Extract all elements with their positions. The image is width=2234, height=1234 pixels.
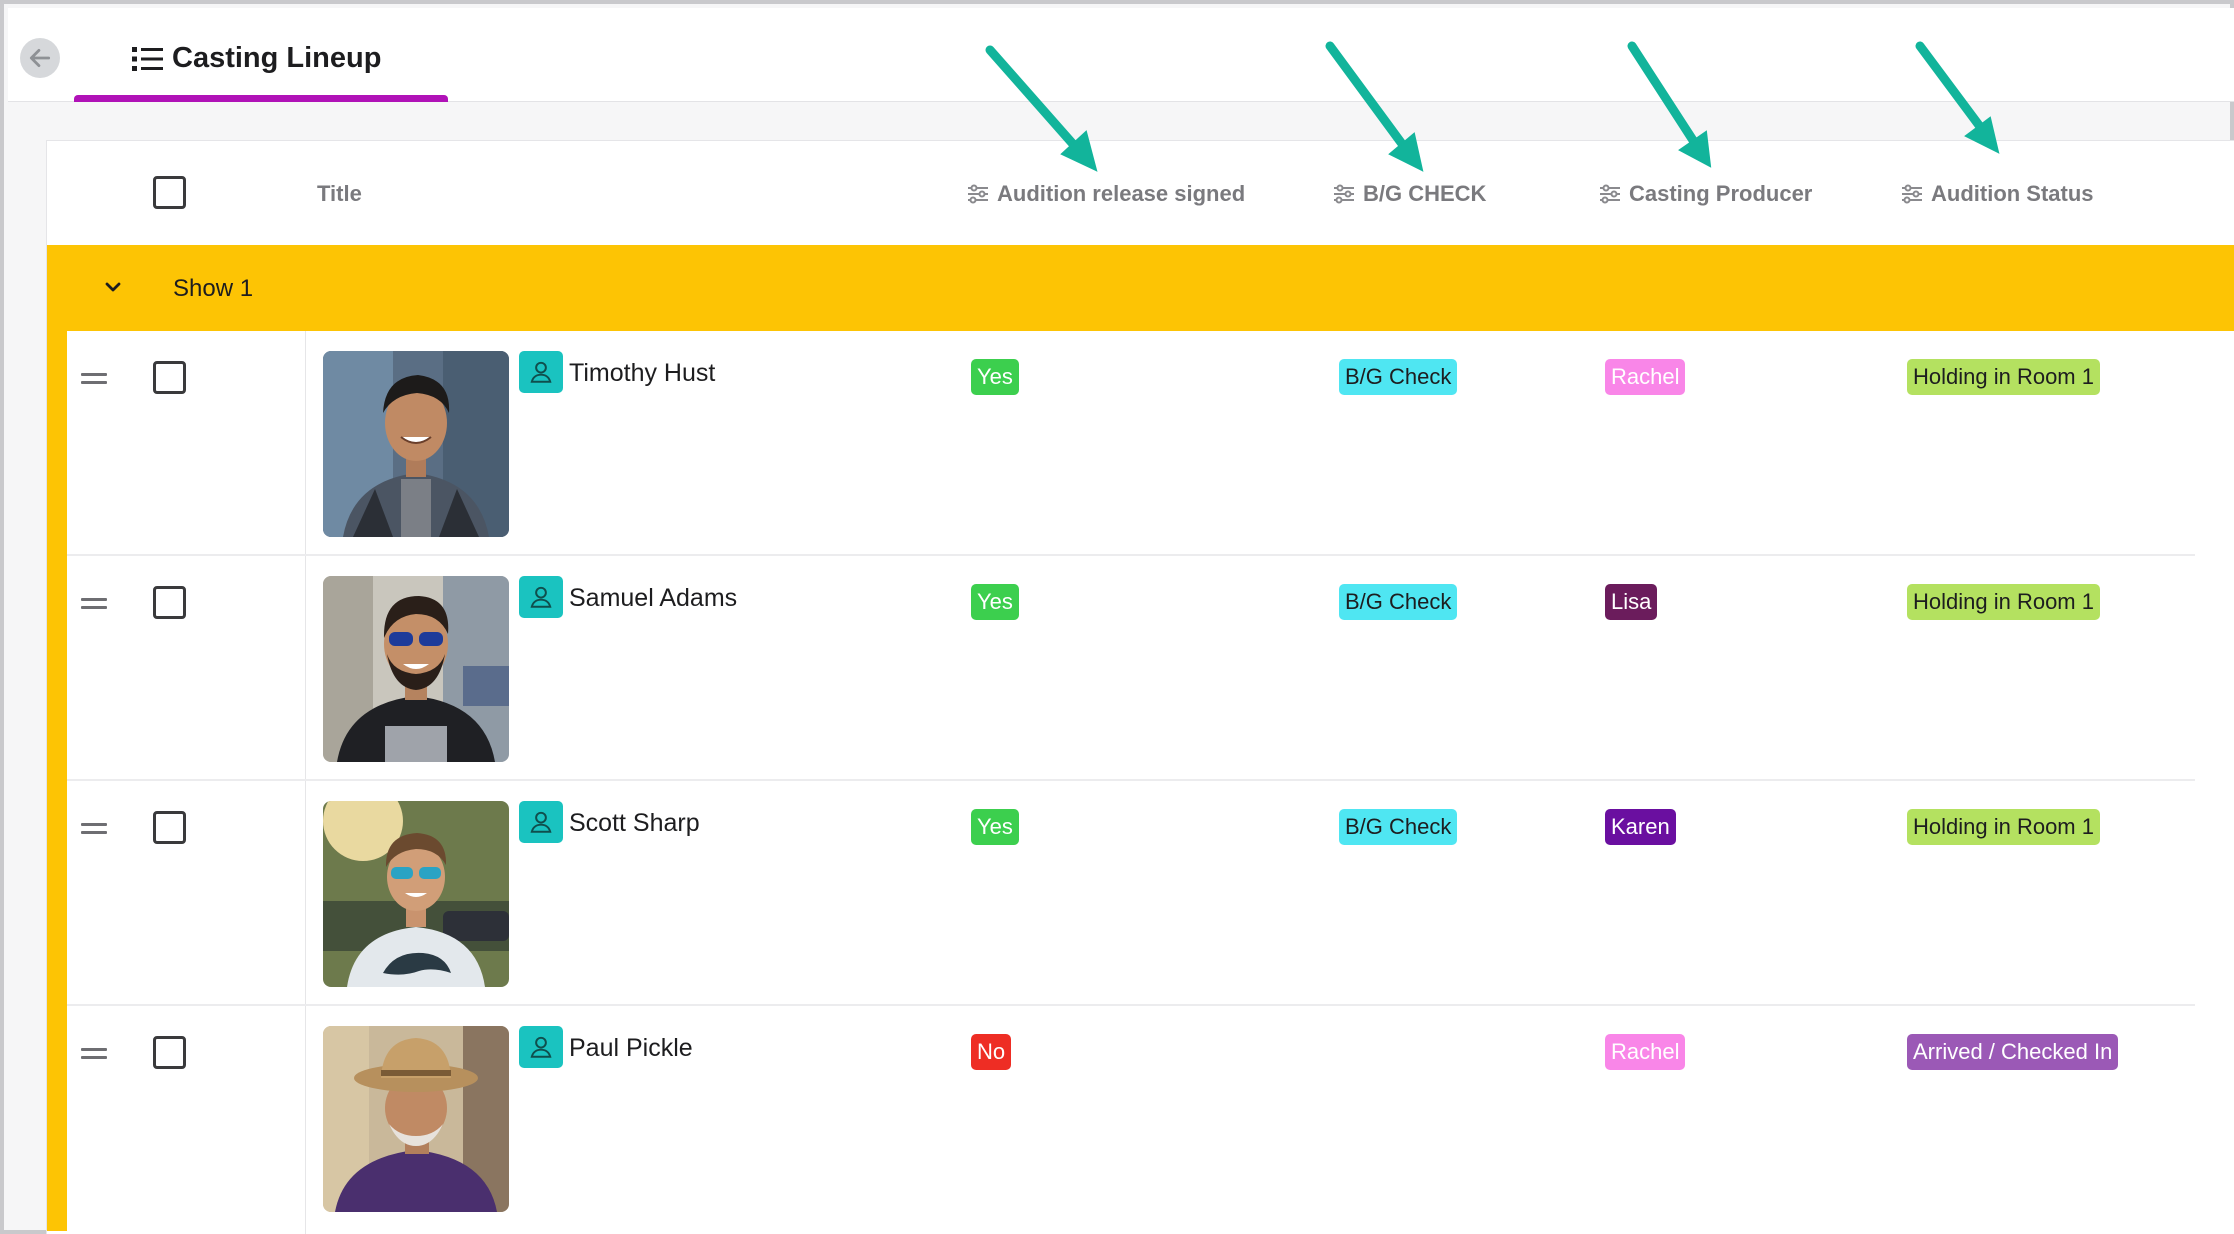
contact-name[interactable]: Scott Sharp: [569, 809, 700, 837]
bg-check-tag[interactable]: B/G Check: [1339, 584, 1458, 620]
tab-casting-lineup[interactable]: Casting Lineup: [74, 8, 448, 102]
drag-handle-icon[interactable]: [81, 598, 107, 610]
row-checkbox[interactable]: [153, 1036, 186, 1069]
drag-handle-icon[interactable]: [81, 823, 107, 835]
release-tag[interactable]: Yes: [971, 359, 1019, 395]
column-header-audition-status[interactable]: Audition Status: [1901, 181, 2094, 207]
table-row[interactable]: Scott Sharp Yes B/G Check Karen Holding …: [47, 781, 2234, 1006]
contact-name[interactable]: Paul Pickle: [569, 1034, 693, 1062]
headshot-photo[interactable]: [323, 801, 509, 987]
status-tag[interactable]: Holding in Room 1: [1907, 359, 2100, 395]
sliders-icon: [968, 184, 988, 204]
column-divider: [305, 141, 306, 1234]
release-tag[interactable]: Yes: [971, 584, 1019, 620]
column-header-casting-producer[interactable]: Casting Producer: [1599, 181, 1812, 207]
tab-label: Casting Lineup: [172, 42, 382, 74]
row-divider: [67, 1004, 2195, 1006]
list-icon: [132, 47, 163, 71]
row-divider: [67, 554, 2195, 556]
active-tab-indicator: [74, 95, 448, 102]
producer-tag[interactable]: Karen: [1605, 809, 1676, 845]
column-header-title[interactable]: Title: [317, 181, 362, 206]
group-color-stripe: [47, 331, 67, 556]
row-checkbox[interactable]: [153, 811, 186, 844]
bg-check-tag[interactable]: B/G Check: [1339, 809, 1458, 845]
group-header-show-1[interactable]: Show 1: [47, 245, 2234, 331]
release-tag[interactable]: Yes: [971, 809, 1019, 845]
producer-tag[interactable]: Rachel: [1605, 359, 1686, 395]
select-all-checkbox[interactable]: [153, 176, 186, 209]
back-button[interactable]: [20, 38, 60, 78]
contact-name[interactable]: Timothy Hust: [569, 359, 716, 387]
row-divider: [67, 779, 2195, 781]
headshot-photo[interactable]: [323, 576, 509, 762]
column-header-release[interactable]: Audition release signed: [967, 181, 1245, 207]
table-row[interactable]: Timothy Hust Yes B/G Check Rachel Holdin…: [47, 331, 2234, 556]
arrow-left-icon: [29, 49, 51, 67]
group-label: Show 1: [173, 275, 254, 302]
group-color-stripe: [47, 781, 67, 1006]
person-icon[interactable]: [519, 576, 563, 618]
status-tag[interactable]: Holding in Room 1: [1907, 809, 2100, 845]
column-header-bg-check[interactable]: B/G CHECK: [1333, 181, 1486, 207]
release-tag[interactable]: No: [971, 1034, 1012, 1070]
producer-tag[interactable]: Rachel: [1605, 1034, 1686, 1070]
table-row[interactable]: Samuel Adams Yes B/G Check Lisa Holding …: [47, 556, 2234, 781]
group-color-stripe: [47, 1006, 67, 1231]
group-color-stripe: [47, 556, 67, 781]
headshot-photo[interactable]: [323, 1026, 509, 1212]
person-icon[interactable]: [519, 801, 563, 843]
person-icon[interactable]: [519, 351, 563, 393]
person-icon[interactable]: [519, 1026, 563, 1068]
casting-table: Title Audition release signed B/G CHECK …: [46, 140, 2234, 1234]
drag-handle-icon[interactable]: [81, 373, 107, 385]
status-tag[interactable]: Holding in Room 1: [1907, 584, 2100, 620]
contact-name[interactable]: Samuel Adams: [569, 584, 738, 612]
sliders-icon: [1334, 184, 1354, 204]
annotation-arrows: [985, 41, 2000, 172]
bg-check-tag[interactable]: B/G Check: [1339, 359, 1458, 395]
chevron-down-icon[interactable]: [101, 275, 125, 299]
headshot-photo[interactable]: [323, 351, 509, 537]
table-row[interactable]: Paul Pickle No Rachel Arrived / Checked …: [47, 1006, 2234, 1231]
table-header: Title Audition release signed B/G CHECK …: [47, 141, 2234, 245]
status-tag[interactable]: Arrived / Checked In: [1907, 1034, 2119, 1070]
row-checkbox[interactable]: [153, 361, 186, 394]
sliders-icon: [1600, 184, 1620, 204]
sliders-icon: [1902, 184, 1922, 204]
producer-tag[interactable]: Lisa: [1605, 584, 1658, 620]
row-checkbox[interactable]: [153, 586, 186, 619]
top-bar: Casting Lineup: [8, 8, 2234, 102]
drag-handle-icon[interactable]: [81, 1048, 107, 1060]
